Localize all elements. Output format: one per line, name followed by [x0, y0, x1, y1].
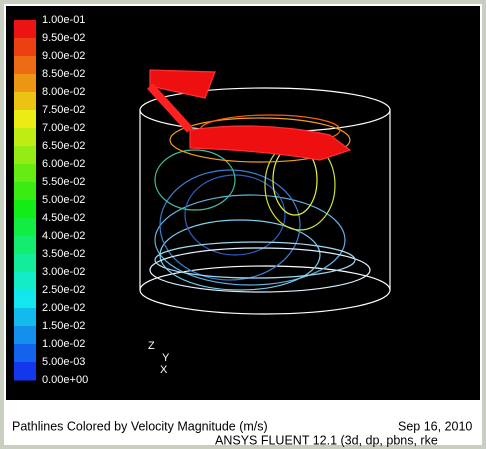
- colorbar-label: 6.50e-02: [42, 140, 85, 152]
- footer-software: ANSYS FLUENT 12.1 (3d, dp, pbns, rke: [215, 433, 438, 447]
- colorbar-label: 9.00e-02: [42, 50, 85, 62]
- colorbar-segment: [14, 110, 36, 129]
- colorbar-segment: [14, 272, 36, 291]
- page: 1.00e-01 9.50e-02 9.00e-02 8.50e-02 8.00e-02…: [0, 0, 486, 449]
- colorbar-label: 2.00e-02: [42, 302, 85, 314]
- fluent-window: 1.00e-01 9.50e-02 9.00e-02 8.50e-02 8.00e-02…: [0, 0, 486, 449]
- colorbar-label: 9.50e-02: [42, 32, 85, 44]
- colorbar-segment: [14, 308, 36, 327]
- colorbar-label: 5.00e-03: [42, 356, 85, 368]
- colorbar: 1.00e-01 9.50e-02 9.00e-02 8.50e-02 8.00e-02…: [14, 14, 88, 386]
- colorbar-label: 5.50e-02: [42, 176, 85, 188]
- colorbar-segment: [14, 38, 36, 57]
- colorbar-label: 3.00e-02: [42, 266, 85, 278]
- colorbar-segment: [14, 20, 36, 39]
- colorbar-segment: [14, 146, 36, 165]
- colorbar-label: 4.00e-02: [42, 230, 85, 242]
- colorbar-label: 2.50e-02: [42, 284, 85, 296]
- colorbar-label: 1.00e-02: [42, 338, 85, 350]
- colorbar-segment: [14, 290, 36, 309]
- colorbar-label: 8.50e-02: [42, 68, 85, 80]
- colorbar-segment: [14, 56, 36, 75]
- colorbar-label: 7.00e-02: [42, 122, 85, 134]
- axis-label: Y: [162, 352, 170, 364]
- colorbar-segment: [14, 326, 36, 345]
- colorbar-segment: [14, 182, 36, 201]
- colorbar-segment: [14, 92, 36, 111]
- colorbar-segment: [14, 236, 36, 255]
- colorbar-label: 6.00e-02: [42, 158, 85, 170]
- colorbar-label: 0.00e+00: [42, 374, 88, 386]
- colorbar-label: 1.00e-01: [42, 14, 85, 26]
- colorbar-segment: [14, 164, 36, 183]
- axis-label: Z: [148, 340, 155, 352]
- colorbar-segment: [14, 254, 36, 273]
- colorbar-label: 1.50e-02: [42, 320, 85, 332]
- colorbar-label: 5.00e-02: [42, 194, 85, 206]
- colorbar-label: 3.50e-02: [42, 248, 85, 260]
- colorbar-segment: [14, 362, 36, 381]
- colorbar-label: 7.50e-02: [42, 104, 85, 116]
- colorbar-segment: [14, 218, 36, 237]
- colorbar-segment: [14, 128, 36, 147]
- footer-title: Pathlines Colored by Velocity Magnitude …: [12, 419, 268, 433]
- colorbar-label: 8.00e-02: [42, 86, 85, 98]
- colorbar-label: 4.50e-02: [42, 212, 85, 224]
- footer-date: Sep 16, 2010: [398, 419, 472, 433]
- colorbar-segment: [14, 74, 36, 93]
- axis-label: X: [160, 364, 168, 376]
- colorbar-segment: [14, 344, 36, 363]
- colorbar-segment: [14, 200, 36, 219]
